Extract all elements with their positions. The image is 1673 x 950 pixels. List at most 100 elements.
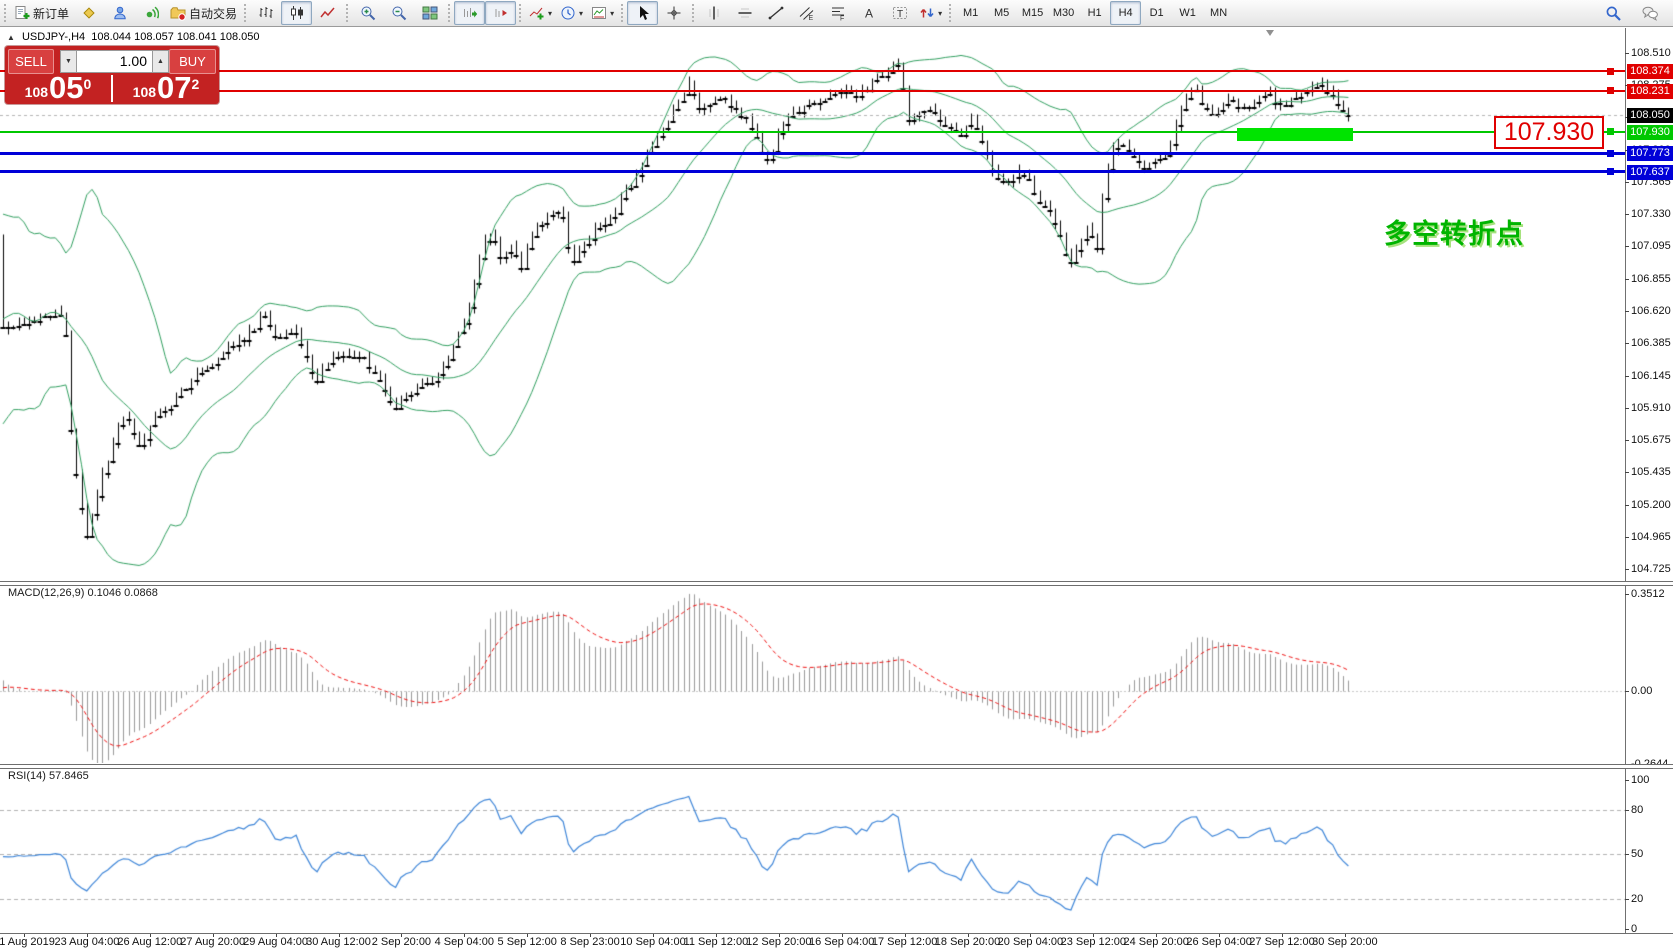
candlestick-mode-button[interactable] (281, 1, 313, 25)
volume-decrease-button[interactable]: ▼ (60, 50, 77, 73)
tf-d1-button[interactable]: D1 (1141, 1, 1172, 25)
textT-icon: T (892, 5, 908, 21)
macd-pane-canvas[interactable] (0, 585, 1625, 763)
line-chart-mode-button[interactable] (312, 1, 343, 25)
horizontal-line-button[interactable] (729, 1, 760, 25)
chart-shift-button[interactable] (485, 1, 517, 25)
chat-button[interactable] (1634, 1, 1665, 25)
market-watch-button[interactable] (104, 1, 135, 25)
level-anchor-marker[interactable] (1607, 128, 1614, 135)
macd-pane-separator[interactable] (0, 581, 1673, 586)
time-tick-mark (401, 934, 402, 937)
toolbar-grip[interactable] (346, 4, 349, 22)
templates-button[interactable]: ▾ (587, 1, 618, 25)
tf-mn-button[interactable]: MN (1203, 1, 1234, 25)
text-button[interactable]: A (853, 1, 884, 25)
toolbar-grip[interactable] (692, 4, 695, 22)
text-label-button[interactable]: T (884, 1, 915, 25)
chart-shift-marker[interactable] (1266, 30, 1274, 36)
sell-button[interactable]: SELL (8, 49, 54, 74)
time-axis-label: 27 Sep 12:00 (1249, 936, 1315, 948)
price-callout[interactable]: 107.930 (1494, 116, 1604, 149)
level-anchor-marker[interactable] (1607, 168, 1614, 175)
price-axis-tick-label: 105.200 (1631, 499, 1671, 511)
fibonacci-retracement-button[interactable]: F (822, 1, 853, 25)
auto-scroll-button[interactable] (454, 1, 486, 25)
axis-tick-mark (1625, 279, 1629, 280)
tf-m15-button[interactable]: M15 (1017, 1, 1048, 25)
collapse-panel-icon[interactable]: ▲ (7, 33, 15, 42)
time-tick-mark (527, 934, 528, 937)
indicators-list-button[interactable]: ▾ (525, 1, 556, 25)
level-line-107.773[interactable] (0, 152, 1625, 155)
arrows-button[interactable]: ▾ (915, 1, 946, 25)
level-line-107.930[interactable] (0, 131, 1625, 133)
crosshair-button[interactable] (658, 1, 689, 25)
volume-input[interactable]: 1.00 (77, 50, 152, 73)
price-chart-canvas[interactable] (0, 28, 1625, 581)
time-tick-mark (1282, 934, 1283, 937)
tf-m30-button[interactable]: M30 (1048, 1, 1079, 25)
level-line-107.637[interactable] (0, 170, 1625, 173)
time-axis-label: 2 Sep 20:00 (371, 936, 432, 948)
buy-price[interactable]: 108 07 2 (113, 75, 219, 102)
level-anchor-marker[interactable] (1607, 150, 1614, 157)
auto-trading-button[interactable]: 自动交易 (166, 1, 241, 25)
signals-button[interactable] (135, 1, 166, 25)
chinese-annotation[interactable]: 多空转折点 (1384, 219, 1524, 249)
time-tick-mark (1345, 934, 1346, 937)
chevron-down-icon: ▾ (548, 8, 553, 18)
toolbar-grip[interactable] (519, 4, 522, 22)
toolbar-grip[interactable] (448, 4, 451, 22)
tf-h1-label: H1 (1087, 7, 1102, 19)
level-anchor-marker[interactable] (1607, 68, 1614, 75)
tile-windows-button[interactable] (414, 1, 445, 25)
level-anchor-marker[interactable] (1607, 87, 1614, 94)
toolbar-grip[interactable] (949, 4, 952, 22)
new-order-label: 新订单 (33, 6, 70, 21)
bar-chart-mode-button[interactable] (250, 1, 281, 25)
tf-h4-label: H4 (1118, 7, 1133, 19)
trendline-button[interactable] (760, 1, 791, 25)
price-axis-tick-label: 105.675 (1631, 434, 1671, 446)
price-axis-tick-label: 20 (1631, 893, 1644, 905)
tf-m1-button[interactable]: M1 (955, 1, 986, 25)
level-line-108.231[interactable] (0, 90, 1625, 92)
equidistant-channel-button[interactable]: E (791, 1, 822, 25)
toolbar: 新订单 自动交易 ▾ ▾ ▾ E F A T ▾ M1 M5 M15 M30 H1 H4 D1 W1 MN (0, 0, 1673, 27)
volume-increase-button[interactable]: ▲ (152, 50, 169, 73)
buy-button[interactable]: BUY (169, 49, 216, 74)
new-order-button[interactable]: 新订单 (10, 1, 73, 25)
level-price-label: 107.773 (1627, 146, 1673, 161)
zoom-in-button[interactable] (352, 1, 383, 25)
rsi-pane-canvas[interactable] (0, 768, 1625, 932)
toolbar-grip[interactable] (621, 4, 624, 22)
svg-text:A: A (865, 7, 873, 21)
sell-price[interactable]: 108 05 0 (5, 75, 111, 102)
toolbar-grip[interactable] (244, 4, 247, 22)
axis-tick-mark (1625, 376, 1629, 377)
periods-button[interactable]: ▾ (556, 1, 587, 25)
time-tick-mark (653, 934, 654, 937)
price-axis-background[interactable] (1626, 28, 1673, 933)
time-axis-label: 30 Aug 12:00 (306, 936, 371, 948)
zoom-out-button[interactable] (383, 1, 414, 25)
tf-h4-button[interactable]: H4 (1110, 1, 1142, 25)
price-axis-tick-label: 100 (1631, 774, 1650, 786)
one-click-trading-panel: SELL ▼ 1.00 ▲ BUY 108 05 0 108 07 2 (5, 46, 219, 104)
vertical-line-button[interactable] (698, 1, 729, 25)
tf-m5-button[interactable]: M5 (986, 1, 1017, 25)
rsi-pane-separator[interactable] (0, 764, 1673, 769)
highlight-rectangle[interactable] (1237, 128, 1353, 141)
axis-tick-mark (1625, 569, 1629, 570)
level-line-108.374[interactable] (0, 70, 1625, 72)
navigator-button[interactable] (73, 1, 104, 25)
tf-h1-button[interactable]: H1 (1079, 1, 1110, 25)
toolbar-grip[interactable] (4, 4, 6, 22)
cursor-button[interactable] (627, 1, 659, 25)
search-button[interactable] (1597, 1, 1628, 25)
chat-icon (1642, 5, 1658, 21)
tf-w1-button[interactable]: W1 (1172, 1, 1203, 25)
time-tick-mark (276, 934, 277, 937)
